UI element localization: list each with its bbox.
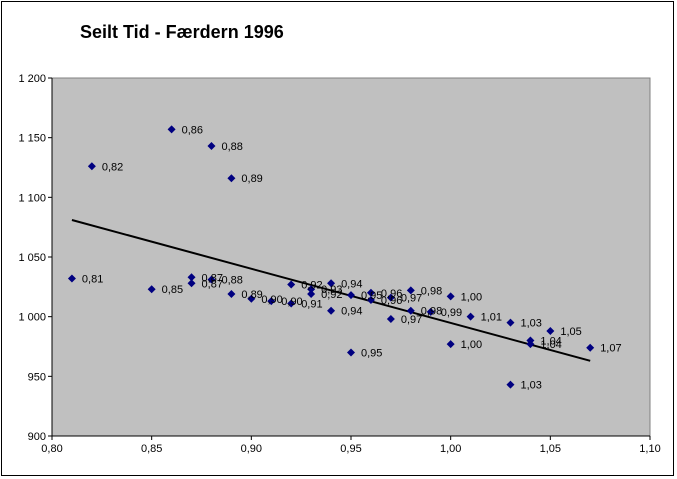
data-label: 0,81 bbox=[82, 273, 103, 285]
data-label: 0,94 bbox=[341, 306, 362, 318]
data-label: 1,00 bbox=[461, 339, 482, 351]
x-tick-label: 0,80 bbox=[41, 443, 62, 455]
data-point bbox=[406, 306, 415, 315]
data-point bbox=[446, 340, 455, 349]
x-tick-label: 0,95 bbox=[340, 443, 361, 455]
data-label: 0,93 bbox=[321, 284, 342, 296]
data-point bbox=[466, 312, 475, 321]
data-point bbox=[247, 294, 256, 303]
data-label: 0,90 bbox=[281, 296, 302, 308]
y-tick-label: 1 200 bbox=[18, 73, 46, 85]
data-label: 0,85 bbox=[162, 284, 183, 296]
data-point bbox=[287, 299, 296, 308]
data-label: 0,92 bbox=[321, 289, 342, 301]
data-label: 0,98 bbox=[421, 285, 442, 297]
data-point bbox=[87, 162, 96, 171]
data-label: 0,92 bbox=[301, 279, 322, 291]
chart-title: Seilt Tid - Færdern 1996 bbox=[80, 22, 284, 42]
data-label: 0,95 bbox=[361, 347, 382, 359]
data-label: 0,90 bbox=[261, 294, 282, 306]
data-point bbox=[366, 295, 375, 304]
data-label: 0,96 bbox=[381, 288, 402, 300]
data-label: 0,88 bbox=[221, 275, 242, 287]
data-label: 1,05 bbox=[560, 326, 581, 338]
data-point bbox=[227, 174, 236, 183]
y-tick-label: 1 050 bbox=[18, 252, 46, 264]
data-point bbox=[227, 289, 236, 298]
data-label: 1,04 bbox=[540, 336, 561, 348]
data-point bbox=[67, 274, 76, 283]
data-point bbox=[167, 125, 176, 134]
data-label: 0,96 bbox=[381, 295, 402, 307]
data-label: 0,87 bbox=[202, 272, 223, 284]
x-tick-label: 0,90 bbox=[241, 443, 262, 455]
data-point bbox=[406, 286, 415, 295]
data-point bbox=[546, 326, 555, 335]
data-point bbox=[287, 280, 296, 289]
data-label: 0,82 bbox=[102, 161, 123, 173]
data-label: 0,91 bbox=[301, 299, 322, 311]
data-point bbox=[187, 279, 196, 288]
data-point bbox=[207, 275, 216, 284]
data-label: 1,01 bbox=[481, 312, 502, 324]
x-tick-label: 1,05 bbox=[540, 443, 561, 455]
data-label: 0,89 bbox=[241, 289, 262, 301]
data-point bbox=[307, 289, 316, 298]
data-point bbox=[446, 292, 455, 301]
data-point bbox=[426, 307, 435, 316]
data-point bbox=[327, 279, 336, 288]
data-point bbox=[267, 297, 276, 306]
tick-labels: 0,80 0,85 0,90 0,95 1,00 1,05 1,10 900 950 1 000 1… bbox=[18, 73, 660, 455]
data-label: 0,99 bbox=[441, 307, 462, 319]
data-label: 0,94 bbox=[341, 278, 362, 290]
data-label: 1,07 bbox=[600, 343, 621, 355]
data-label: 0,88 bbox=[221, 141, 242, 153]
data-point bbox=[506, 318, 515, 327]
data-label: 0,95 bbox=[361, 290, 382, 302]
y-tick-label: 1 100 bbox=[18, 192, 46, 204]
x-tick-label: 1,10 bbox=[639, 443, 660, 455]
data-point bbox=[586, 343, 595, 352]
x-tick-label: 0,85 bbox=[141, 443, 162, 455]
data-point bbox=[327, 306, 336, 315]
y-tick-label: 1 150 bbox=[18, 133, 46, 145]
data-label: 0,89 bbox=[241, 173, 262, 185]
data-point bbox=[366, 288, 375, 297]
data-label: 0,87 bbox=[202, 278, 223, 290]
data-labels: 0,810,820,850,860,870,870,880,880,890,89… bbox=[82, 124, 622, 391]
data-label: 1,03 bbox=[520, 318, 541, 330]
data-point bbox=[386, 293, 395, 302]
data-label: 1,03 bbox=[520, 380, 541, 392]
data-point bbox=[207, 142, 216, 151]
x-tick-label: 1,00 bbox=[440, 443, 461, 455]
y-tick-label: 950 bbox=[28, 371, 46, 383]
data-label: 0,97 bbox=[401, 314, 422, 326]
trend-line bbox=[71, 219, 591, 362]
data-point bbox=[147, 285, 156, 294]
data-point bbox=[307, 285, 316, 294]
data-point bbox=[347, 348, 355, 357]
data-point bbox=[386, 315, 395, 324]
data-label: 0,97 bbox=[401, 293, 422, 305]
data-point bbox=[347, 291, 355, 300]
plot-area bbox=[51, 77, 651, 437]
data-point bbox=[187, 273, 196, 282]
y-tick-label: 1 000 bbox=[18, 312, 46, 324]
data-label: 1,04 bbox=[540, 339, 561, 351]
data-label: 0,86 bbox=[182, 124, 203, 136]
y-tick-label: 900 bbox=[28, 431, 46, 443]
data-label: 1,00 bbox=[461, 291, 482, 303]
data-points bbox=[67, 125, 595, 389]
data-label: 0,98 bbox=[421, 306, 442, 318]
data-point bbox=[506, 380, 515, 389]
data-point bbox=[526, 340, 535, 349]
